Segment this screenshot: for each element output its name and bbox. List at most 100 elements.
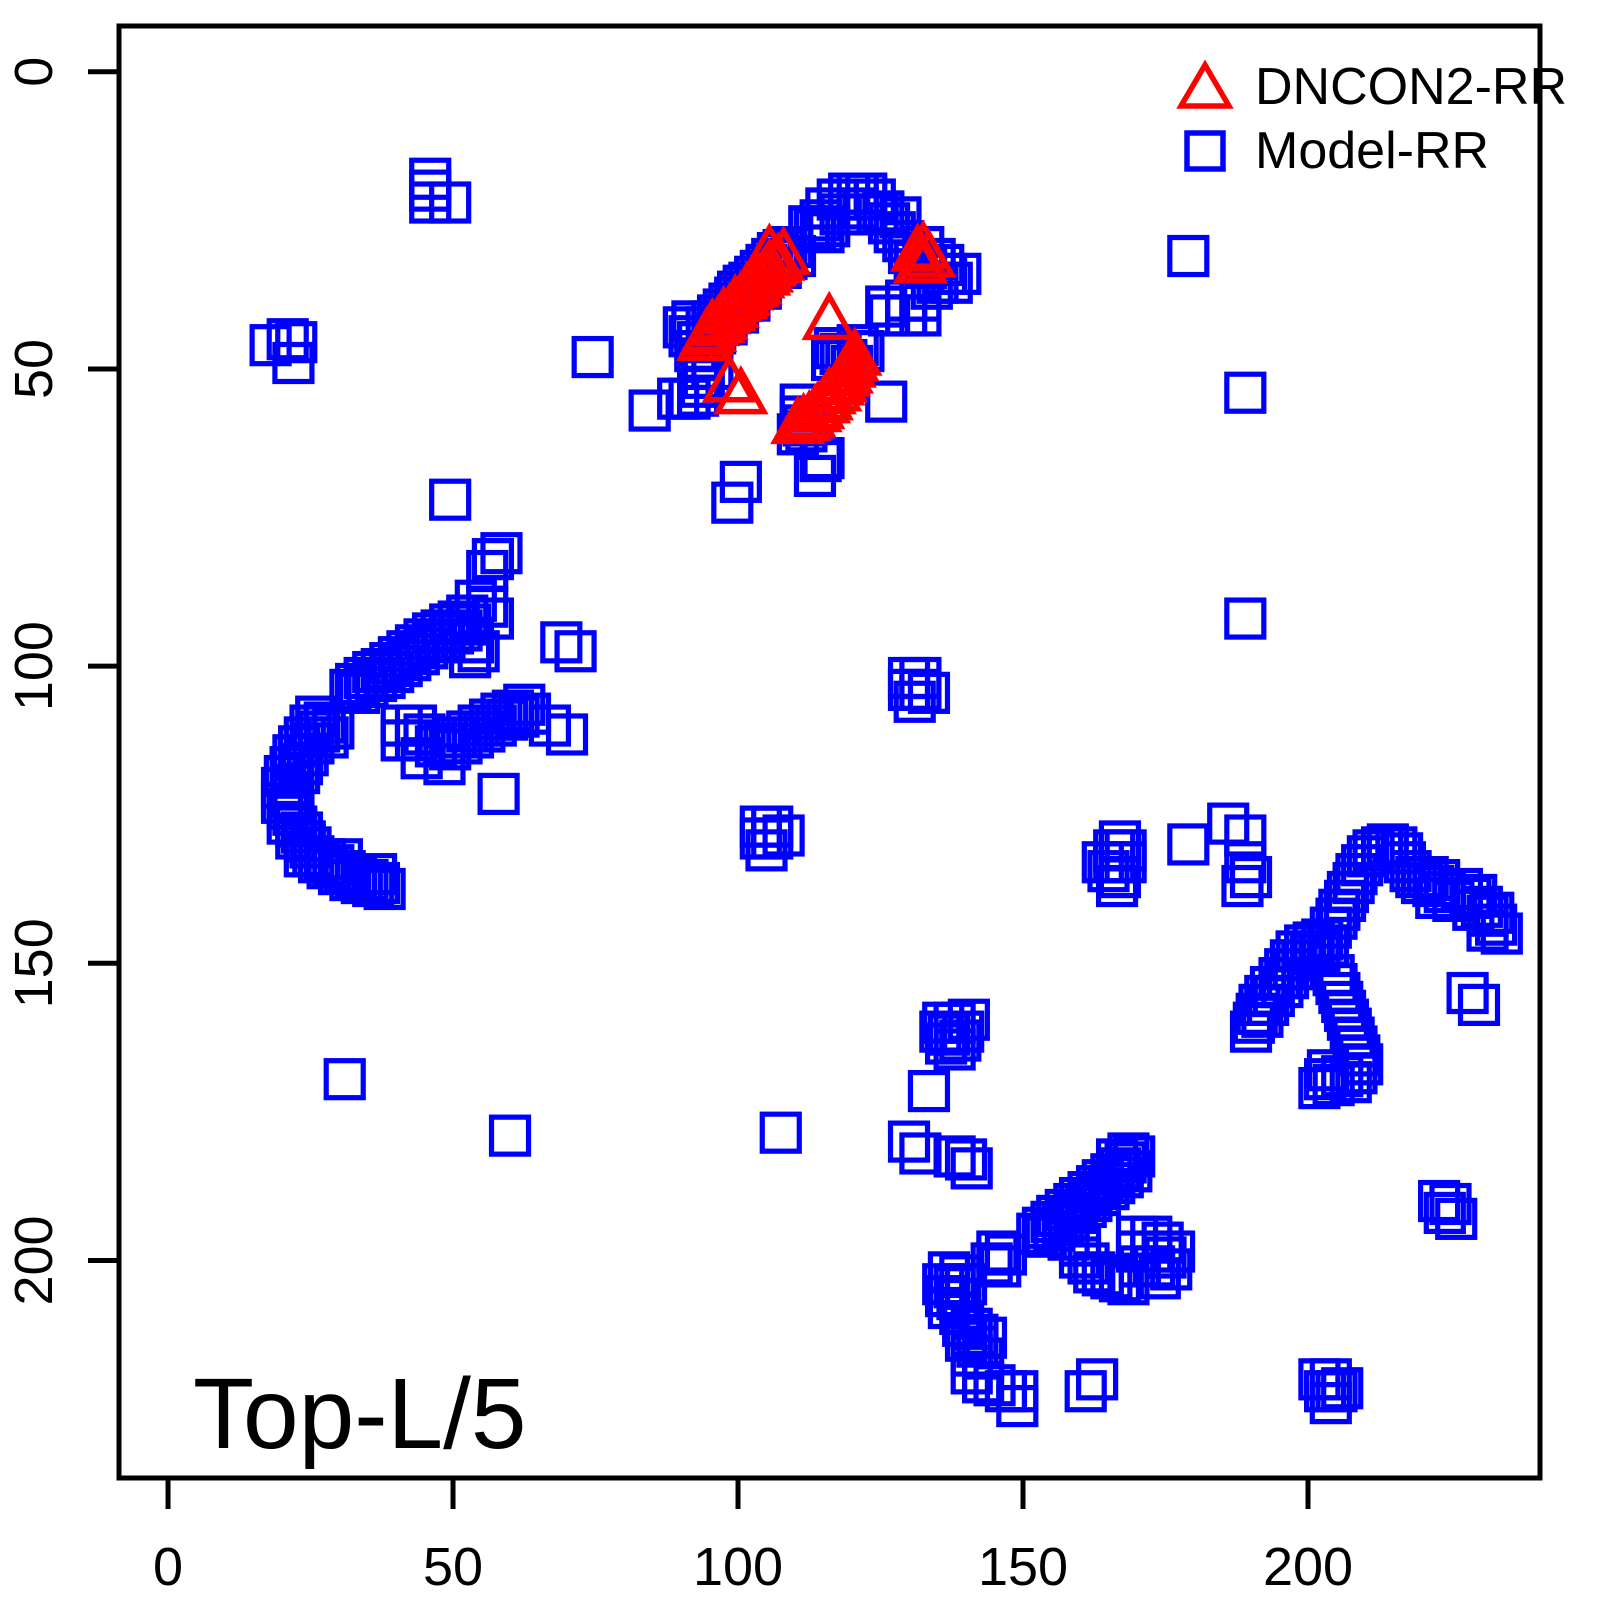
legend-label-dncon2-rr: DNCON2-RR	[1255, 58, 1567, 116]
model-rr-point	[996, 1384, 1039, 1428]
legend-triangle-icon	[1176, 59, 1234, 109]
dncon2-rr-points-layer	[676, 219, 957, 445]
model-rr-point	[1076, 1358, 1119, 1401]
model-rr-point	[363, 867, 406, 911]
model-rr-point	[1095, 864, 1139, 908]
model-rr-point	[899, 1132, 942, 1175]
dncon2-rr-point	[801, 290, 857, 341]
model-rr-point	[1098, 820, 1142, 863]
model-rr-point	[357, 861, 401, 905]
model-rr-point	[1309, 1358, 1352, 1401]
dncon2-rr-point	[892, 234, 949, 284]
dncon2-rr-point	[781, 388, 837, 439]
model-rr-point	[1104, 1141, 1147, 1184]
axes-layer: 0 50 100 150 200 0 50 100 150 200	[4, 23, 1543, 1597]
y-axis-tick-label: 50	[4, 339, 64, 399]
model-rr-point	[947, 998, 990, 1041]
model-rr-point	[962, 1337, 1005, 1380]
dncon2-rr-point	[770, 394, 826, 445]
model-rr-point	[1466, 909, 1509, 952]
model-rr-point	[323, 1058, 366, 1101]
x-axis-tick-label: 150	[978, 1537, 1068, 1597]
model-rr-point	[1224, 814, 1267, 857]
legend-label-model-rr: Model-RR	[1255, 122, 1489, 180]
dncon2-rr-point	[755, 225, 812, 275]
dncon2-rr-point	[889, 222, 946, 272]
model-rr-point	[944, 1138, 988, 1181]
dncon2-rr-point	[713, 365, 769, 415]
model-rr-point	[480, 532, 523, 575]
dncon2-rr-point	[741, 237, 798, 287]
model-rr-point	[893, 680, 936, 723]
dncon2-rr-point	[775, 391, 832, 442]
plot-annotation-top-l5: Top-L/5	[193, 1358, 527, 1470]
model-rr-point	[865, 285, 908, 328]
y-axis-tick-label: 0	[4, 57, 64, 87]
model-rr-point	[711, 481, 754, 524]
model-rr-point	[1150, 1248, 1193, 1291]
model-rr-point	[571, 335, 614, 379]
legend-square-icon	[1184, 130, 1226, 172]
y-axis-tick-label: 100	[4, 621, 64, 711]
model-rr-point	[751, 817, 794, 860]
model-rr-point	[907, 1069, 951, 1113]
model-rr-point	[919, 1010, 962, 1053]
model-rr-point	[1224, 841, 1267, 884]
model-rr-point	[1087, 850, 1130, 893]
model-rr-point	[1321, 1367, 1364, 1410]
model-rr-point	[1138, 1257, 1181, 1300]
model-rr-point	[962, 1361, 1005, 1404]
model-rr-point	[354, 853, 398, 896]
model-rr-point	[984, 1233, 1028, 1276]
model-rr-point	[1095, 1138, 1139, 1181]
model-rr-point	[457, 630, 500, 673]
model-rr-point	[449, 636, 492, 679]
dncon2-rr-point	[901, 228, 957, 278]
model-rr-point	[1429, 1182, 1472, 1226]
legend: DNCON2-RR Model-RR	[1176, 58, 1567, 180]
model-rr-point	[471, 538, 515, 581]
model-rr-point	[924, 1022, 968, 1065]
model-rr-point	[423, 743, 466, 786]
model-rr-point	[899, 294, 942, 337]
model-rr-point	[429, 478, 472, 521]
model-rr-point	[887, 1120, 931, 1163]
model-rr-point	[1224, 371, 1267, 414]
model-rr-point	[1457, 983, 1501, 1026]
model-rr-point	[950, 1147, 993, 1190]
model-rr-point	[477, 772, 520, 816]
model-rr-point	[1098, 1147, 1142, 1190]
model-rr-point	[1224, 597, 1267, 640]
model-rr-point	[759, 1111, 802, 1154]
model-rr-point	[1229, 856, 1273, 899]
model-rr-point	[793, 454, 837, 498]
model-rr-point	[266, 318, 309, 361]
model-rr-point	[745, 829, 788, 872]
model-rr-point	[1312, 1064, 1355, 1107]
x-axis-tick-label: 0	[153, 1537, 183, 1597]
dncon2-rr-point	[701, 353, 758, 403]
model-rr-point	[1167, 234, 1210, 278]
model-rr-point	[1304, 1058, 1347, 1101]
model-rr-point	[1446, 971, 1489, 1015]
model-rr-point	[1306, 1049, 1350, 1092]
model-rr-points-layer	[249, 157, 1523, 1428]
model-rr-point	[497, 695, 540, 738]
model-rr-point	[1475, 903, 1518, 946]
model-rr-point	[976, 1230, 1019, 1273]
model-rr-point	[272, 341, 315, 385]
model-rr-point	[554, 630, 597, 673]
model-rr-point	[1167, 823, 1210, 866]
model-rr-point	[320, 838, 363, 881]
model-rr-point	[1315, 1370, 1358, 1413]
model-rr-point	[865, 380, 908, 423]
model-rr-point	[1480, 912, 1523, 955]
x-axis-tick-label: 100	[693, 1537, 783, 1597]
y-axis-tick-label: 200	[4, 1215, 64, 1305]
x-axis-tick-label: 50	[423, 1537, 483, 1597]
dncon2-rr-point	[741, 222, 798, 272]
model-rr-point	[400, 737, 443, 780]
model-rr-point	[1435, 1197, 1478, 1240]
model-rr-point	[545, 713, 589, 756]
